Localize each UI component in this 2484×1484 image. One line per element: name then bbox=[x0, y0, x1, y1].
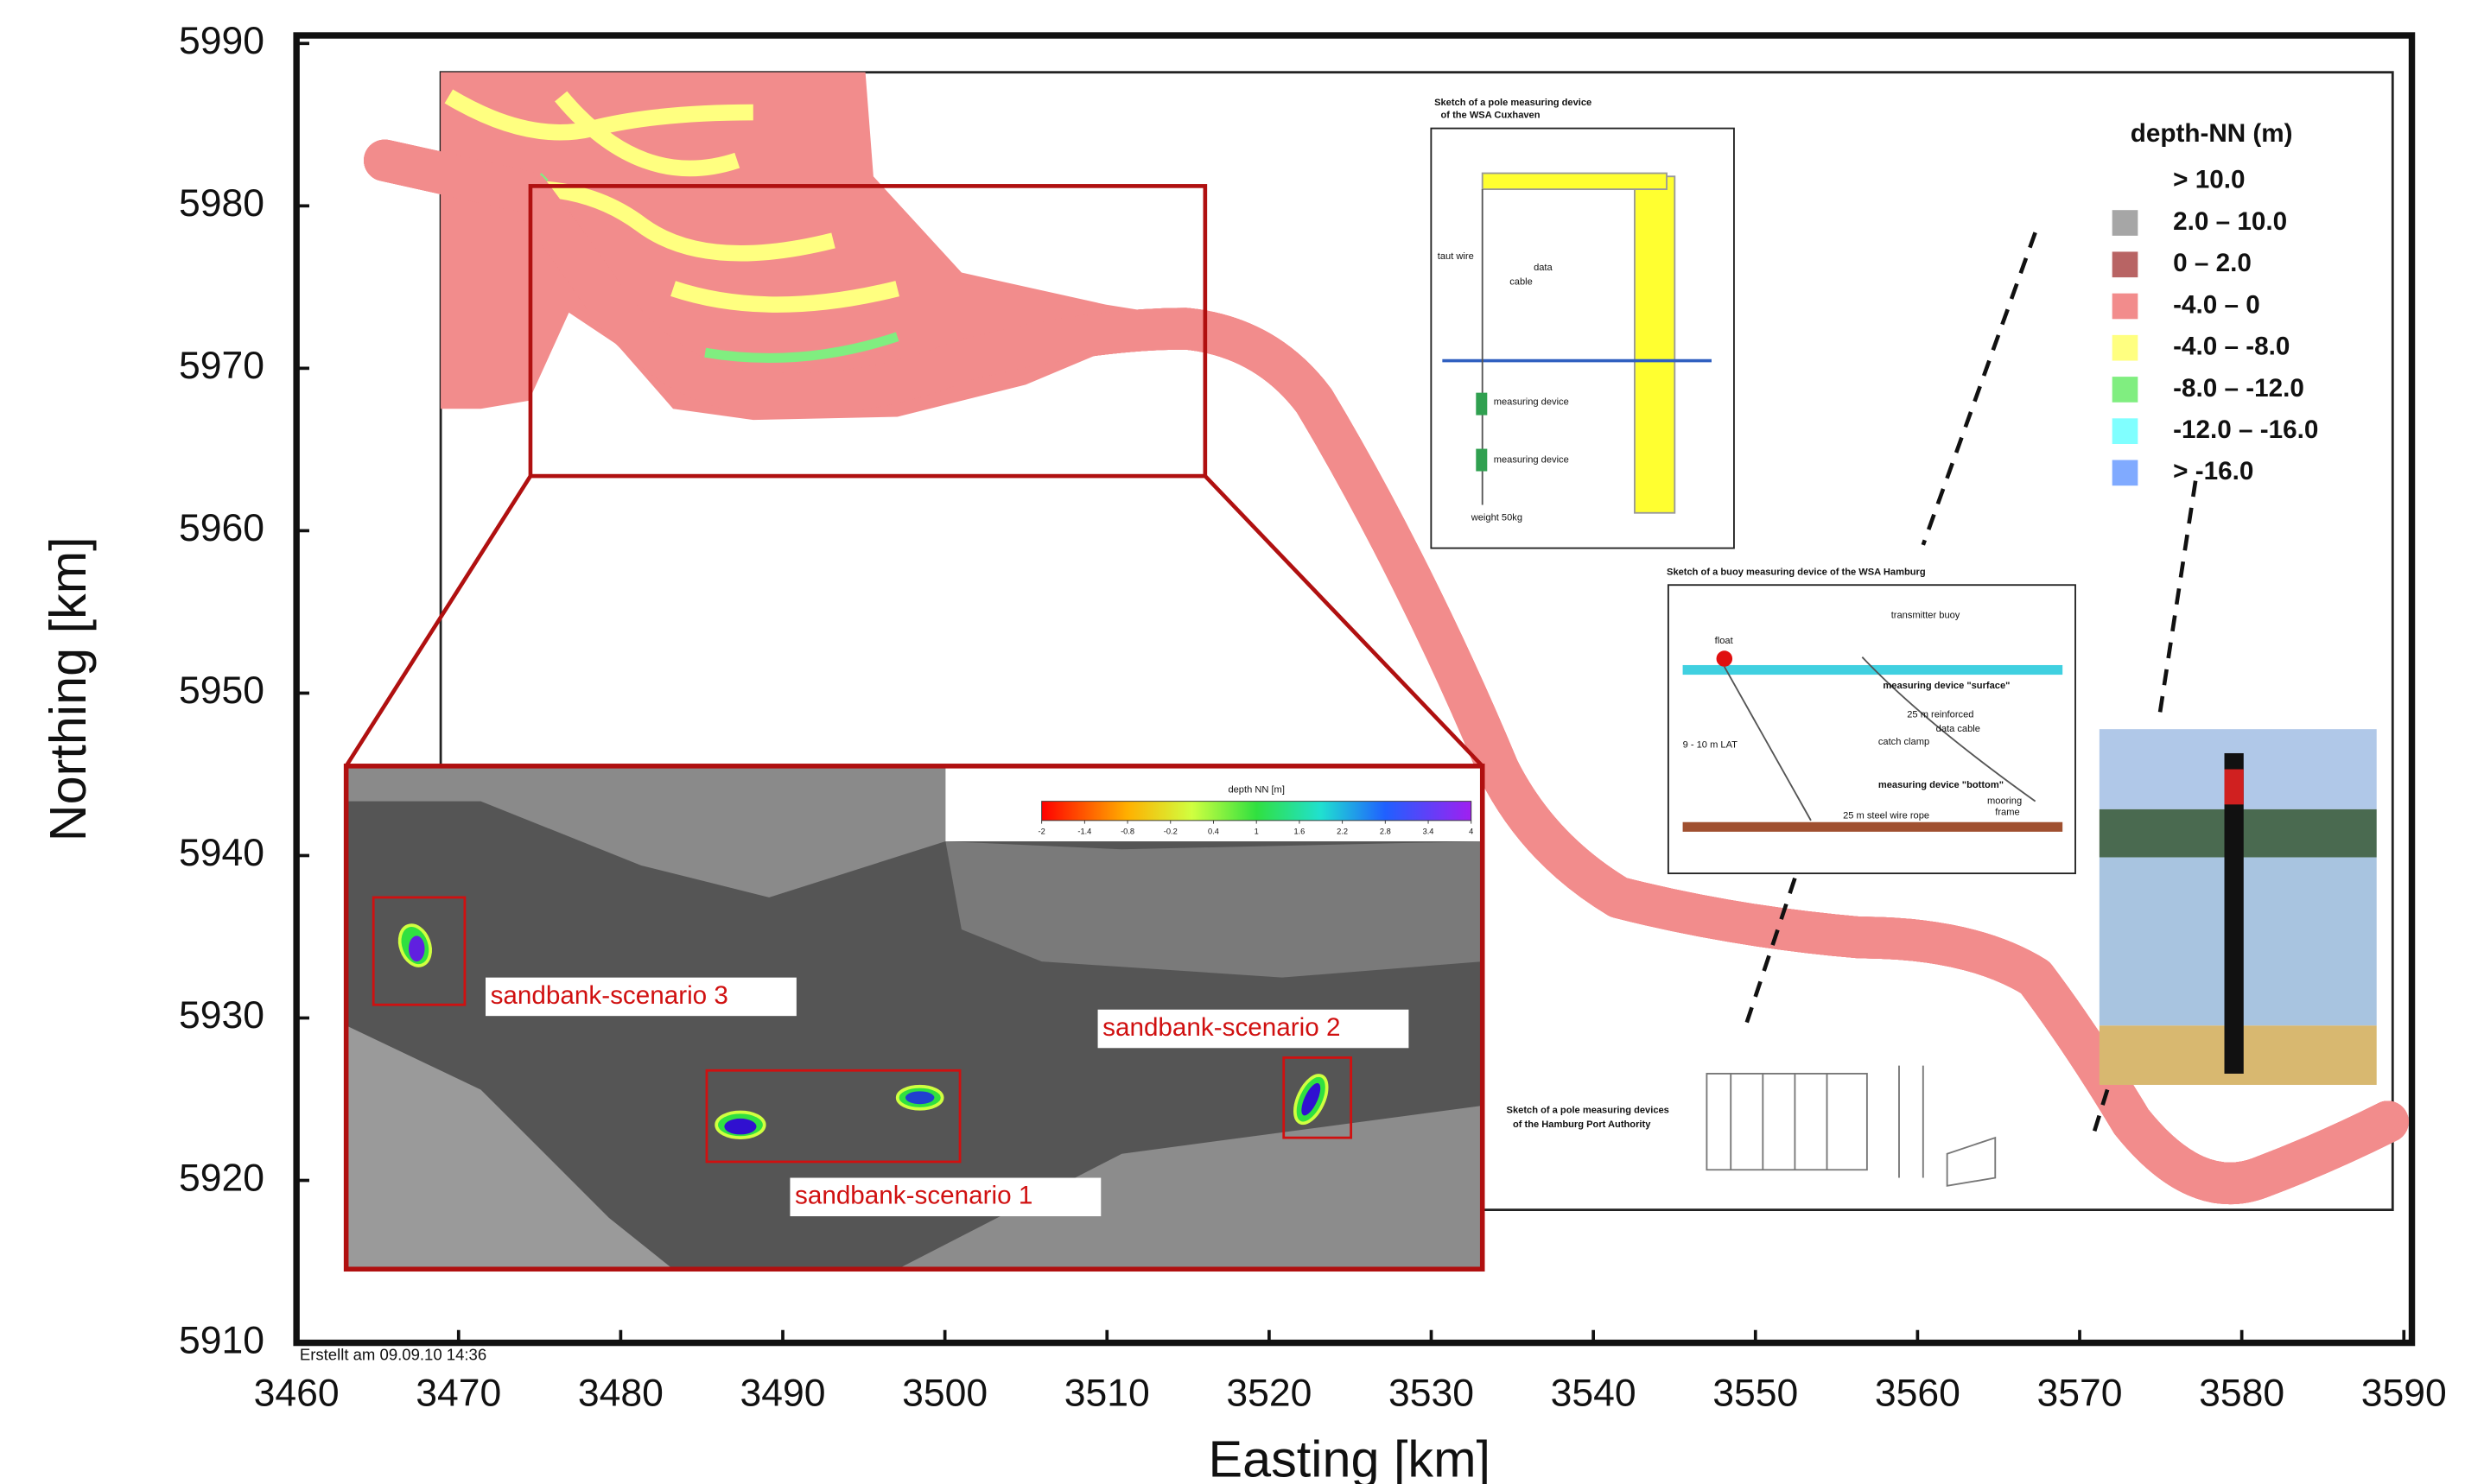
sketch-title: of the WSA Cuxhaven bbox=[1441, 111, 1541, 121]
y-tick-label: 5960 bbox=[179, 507, 264, 549]
y-tick-label: 5970 bbox=[179, 345, 264, 387]
colorbar-title: depth NN [m] bbox=[1228, 785, 1284, 796]
sketch-text: measuring device bbox=[1494, 454, 1569, 465]
colorbar-tick-label: 1.6 bbox=[1293, 827, 1305, 835]
sketch-text: float bbox=[1715, 636, 1733, 646]
legend-swatch bbox=[2112, 460, 2138, 486]
legend-label: > -16.0 bbox=[2173, 457, 2253, 485]
legend-label: 0 – 2.0 bbox=[2173, 249, 2252, 277]
legend-label: -12.0 – -16.0 bbox=[2173, 415, 2318, 444]
y-tick-label: 5940 bbox=[179, 832, 264, 874]
legend-swatch bbox=[2112, 335, 2138, 361]
x-tick-label: 3500 bbox=[902, 1373, 988, 1415]
x-tick-label: 3590 bbox=[2361, 1373, 2447, 1415]
colorbar bbox=[1042, 802, 1471, 821]
legend-label: -4.0 – 0 bbox=[2173, 290, 2260, 319]
scenario-label: sandbank-scenario 3 bbox=[491, 981, 728, 1010]
colorbar-tick-label: -1.4 bbox=[1077, 827, 1091, 835]
sketch-text: mooring bbox=[1987, 796, 2022, 807]
colorbar-tick-label: 0.4 bbox=[1208, 827, 1219, 835]
x-tick-label: 3520 bbox=[1226, 1373, 1312, 1415]
sketch-title: Sketch of a pole measuring devices bbox=[1507, 1106, 1669, 1116]
sandbank-1-core bbox=[724, 1119, 756, 1135]
x-tick-label: 3530 bbox=[1388, 1373, 1474, 1415]
sketch-text: measuring device "bottom" bbox=[1878, 780, 2004, 790]
sketch-text: cable bbox=[1509, 277, 1533, 288]
colorbar-tick-label: 2.8 bbox=[1380, 827, 1391, 835]
y-tick-label: 5990 bbox=[179, 20, 264, 62]
x-tick-label: 3470 bbox=[416, 1373, 501, 1415]
buoy-sketch: Sketch of a buoy measuring device of the… bbox=[1667, 567, 2075, 873]
scenario-label: sandbank-scenario 1 bbox=[795, 1182, 1032, 1210]
colorbar-tick-label: 1 bbox=[1255, 827, 1259, 835]
y-tick-label: 5950 bbox=[179, 669, 264, 712]
x-tick-label: 3550 bbox=[1712, 1373, 1798, 1415]
sketch-text: frame bbox=[1995, 808, 2019, 818]
sandbank-1b-core bbox=[905, 1091, 934, 1104]
sketch-text: 9 - 10 m LAT bbox=[1683, 740, 1738, 751]
colorbar-tick-label: -0.8 bbox=[1121, 827, 1134, 835]
sketch-text: weight 50kg bbox=[1471, 512, 1522, 523]
legend-title: depth-NN (m) bbox=[2131, 119, 2293, 148]
sketch-text: 25 m reinforced bbox=[1907, 709, 1973, 720]
arm bbox=[1483, 174, 1667, 190]
sketch-text: data bbox=[1534, 263, 1553, 273]
inset: depth NN [m] -2 -1.4 -0.8 -0.2 0.4 1 1.6 2.2 2.8… bbox=[346, 766, 1483, 1269]
sketch-text: catch clamp bbox=[1878, 737, 1929, 747]
colorbar-tick-label: 2.2 bbox=[1337, 827, 1348, 835]
sandbank-3-core bbox=[409, 935, 425, 961]
y-tick-label: 5980 bbox=[179, 182, 264, 225]
x-axis-label: Easting [km] bbox=[1209, 1430, 1491, 1484]
y-tick-label: 5930 bbox=[179, 994, 264, 1037]
sketch-text: measuring device bbox=[1494, 397, 1569, 408]
sketch-title: Sketch of a pole measuring device bbox=[1434, 98, 1591, 108]
x-tick-label: 3510 bbox=[1064, 1373, 1150, 1415]
colorbar-tick-label: 4 bbox=[1469, 827, 1473, 835]
x-tick-label: 3460 bbox=[254, 1373, 340, 1415]
x-tick-label: 3540 bbox=[1551, 1373, 1636, 1415]
sketch-frame bbox=[1431, 129, 1734, 549]
legend-label: 2.0 – 10.0 bbox=[2173, 207, 2287, 236]
sketch-text: measuring device "surface" bbox=[1883, 681, 2010, 691]
scenario-label: sandbank-scenario 2 bbox=[1102, 1013, 1340, 1042]
device bbox=[1476, 393, 1487, 415]
legend-label: > 10.0 bbox=[2173, 166, 2245, 194]
legend-swatch bbox=[2112, 294, 2138, 320]
sketch-text: transmitter buoy bbox=[1891, 610, 1960, 620]
map-figure: depth NN [m] -2 -1.4 -0.8 -0.2 0.4 1 1.6 2.2 2.8… bbox=[0, 0, 2484, 1484]
y-axis-label: Northing [km] bbox=[39, 536, 97, 841]
colorbar-tick-label: 3.4 bbox=[1423, 827, 1434, 835]
sketch-text: data cable bbox=[1936, 724, 1980, 734]
x-tick-label: 3490 bbox=[740, 1373, 826, 1415]
device bbox=[1476, 449, 1487, 472]
legend-label: -8.0 – -12.0 bbox=[2173, 374, 2304, 403]
legend-swatch bbox=[2112, 210, 2138, 236]
sketch-text: taut wire bbox=[1438, 251, 1474, 262]
timestamp: Erstellt am 09.09.10 14:36 bbox=[300, 1345, 486, 1363]
pole-band bbox=[2225, 770, 2244, 805]
x-tick-label: 3570 bbox=[2037, 1373, 2123, 1415]
river-bed bbox=[1683, 822, 2063, 832]
cuxhaven-sketch: Sketch of a pole measuring device of the… bbox=[1431, 98, 1734, 549]
legend-swatch bbox=[2112, 418, 2138, 444]
legend-swatch bbox=[2112, 377, 2138, 403]
y-tick-label: 5910 bbox=[179, 1319, 264, 1361]
photo-panel bbox=[2100, 729, 2377, 1085]
legend-swatch bbox=[2112, 251, 2138, 277]
page: {"map": { "xlabel": "Easting [km]", "yla… bbox=[0, 0, 2484, 1484]
colorbar-tick-label: -2 bbox=[1039, 827, 1045, 835]
sketch-text: 25 m steel wire rope bbox=[1843, 810, 1929, 821]
x-tick-label: 3480 bbox=[578, 1373, 664, 1415]
float bbox=[1717, 650, 1733, 667]
pole bbox=[1635, 176, 1674, 513]
legend-label: -4.0 – -8.0 bbox=[2173, 333, 2290, 361]
x-tick-label: 3560 bbox=[1875, 1373, 1960, 1415]
colorbar-tick-label: -0.2 bbox=[1164, 827, 1178, 835]
x-tick-label: 3580 bbox=[2199, 1373, 2284, 1415]
y-tick-label: 5920 bbox=[179, 1157, 264, 1199]
sketch-title: Sketch of a buoy measuring device of the… bbox=[1667, 567, 1926, 577]
sketch-title: of the Hamburg Port Authority bbox=[1513, 1119, 1651, 1130]
water-surface bbox=[1683, 665, 2063, 675]
